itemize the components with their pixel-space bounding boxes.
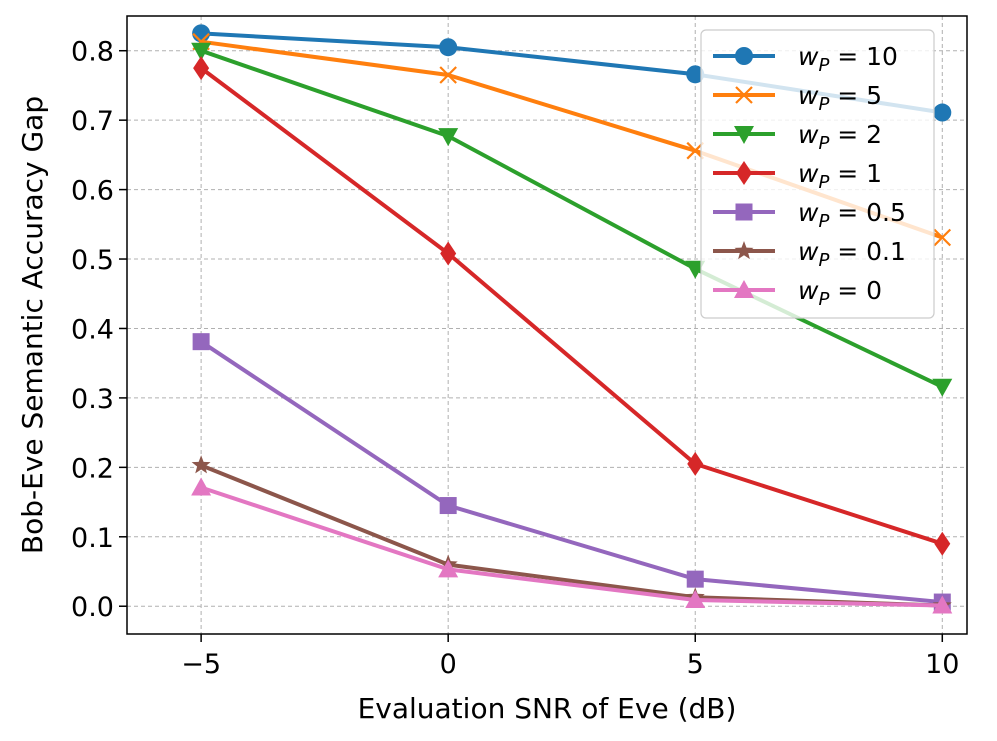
legend-label: wP = 2 <box>798 120 882 154</box>
x-axis-label: Evaluation SNR of Eve (dB) <box>358 692 737 725</box>
legend-label: wP = 0.1 <box>798 237 906 271</box>
data-point <box>932 595 953 614</box>
legend-item: wP = 2 <box>713 120 882 154</box>
y-tick-label: 0.1 <box>71 523 114 554</box>
legend-item: wP = 1 <box>713 159 882 193</box>
y-tick-label: 0.6 <box>71 176 114 207</box>
y-axis-ticks: 0.0 0.1 0.2 0.3 0.4 0.5 0.6 0.7 0.8 <box>71 37 127 623</box>
series-line <box>199 66 943 546</box>
legend-marker <box>735 47 753 65</box>
legend-marker <box>734 126 754 144</box>
legend-label: wP = 10 <box>798 42 898 76</box>
data-point <box>438 128 459 147</box>
legend-marker <box>734 280 754 298</box>
x-tick-label: −5 <box>181 649 221 680</box>
legend-item: wP = 0.5 <box>713 198 906 232</box>
data-point <box>440 241 457 266</box>
data-point <box>685 589 706 608</box>
data-point <box>439 66 457 84</box>
data-point <box>191 42 212 61</box>
legend-marker <box>736 161 752 185</box>
series-line <box>200 48 944 389</box>
data-point <box>933 103 952 122</box>
data-point <box>191 477 212 496</box>
y-tick-label: 0.5 <box>71 245 114 276</box>
data-point <box>439 497 457 515</box>
series-2 <box>191 42 953 397</box>
y-tick-label: 0.0 <box>71 592 114 623</box>
data-point <box>932 378 953 397</box>
data-point <box>192 24 211 43</box>
plot-frame <box>126 15 968 635</box>
legend-label: wP = 0.5 <box>798 198 906 232</box>
legend-label: wP = 5 <box>798 81 882 115</box>
y-tick-label: 0.7 <box>71 106 114 137</box>
data-point <box>934 531 951 556</box>
y-tick-label: 0.3 <box>71 384 114 415</box>
legend-label: wP = 0 <box>798 276 882 310</box>
legend: wP = 10 wP = 5 wP = 2 wP = 1 wP = 0.5 wP = 0.… <box>700 29 935 319</box>
series-3 <box>193 56 951 556</box>
y-tick-label: 0.4 <box>71 314 114 345</box>
legend-marker <box>734 241 754 260</box>
data-point <box>686 570 704 588</box>
series-4 <box>192 333 951 611</box>
series-line <box>200 485 943 608</box>
data-point <box>192 333 210 351</box>
x-axis-ticks: −5 0 5 10 <box>181 634 959 680</box>
data-point <box>191 455 211 474</box>
data-point <box>933 228 952 247</box>
legend-frame <box>700 29 935 319</box>
y-tick-label: 0.8 <box>71 37 114 68</box>
data-point <box>439 38 458 57</box>
legend-item: wP = 0 <box>713 276 882 310</box>
series-5 <box>191 455 952 614</box>
legend-marker <box>735 86 753 104</box>
legend-marker <box>735 203 753 221</box>
series-line <box>199 340 943 605</box>
legend-item: wP = 5 <box>713 81 882 115</box>
series-6 <box>191 477 953 614</box>
y-tick-label: 0.2 <box>71 453 114 484</box>
data-point <box>687 451 704 476</box>
x-tick-label: 10 <box>925 649 959 680</box>
legend-item: wP = 0.1 <box>713 237 906 271</box>
data-point <box>685 260 706 279</box>
legend-item: wP = 10 <box>713 42 898 76</box>
x-tick-label: 0 <box>440 649 457 680</box>
y-axis-label: Bob-Eve Semantic Accuracy Gap <box>16 96 49 554</box>
x-tick-label: 5 <box>687 649 704 680</box>
data-point <box>193 56 210 81</box>
legend-label: wP = 1 <box>798 159 882 193</box>
data-point <box>686 65 705 84</box>
data-point <box>438 559 459 578</box>
